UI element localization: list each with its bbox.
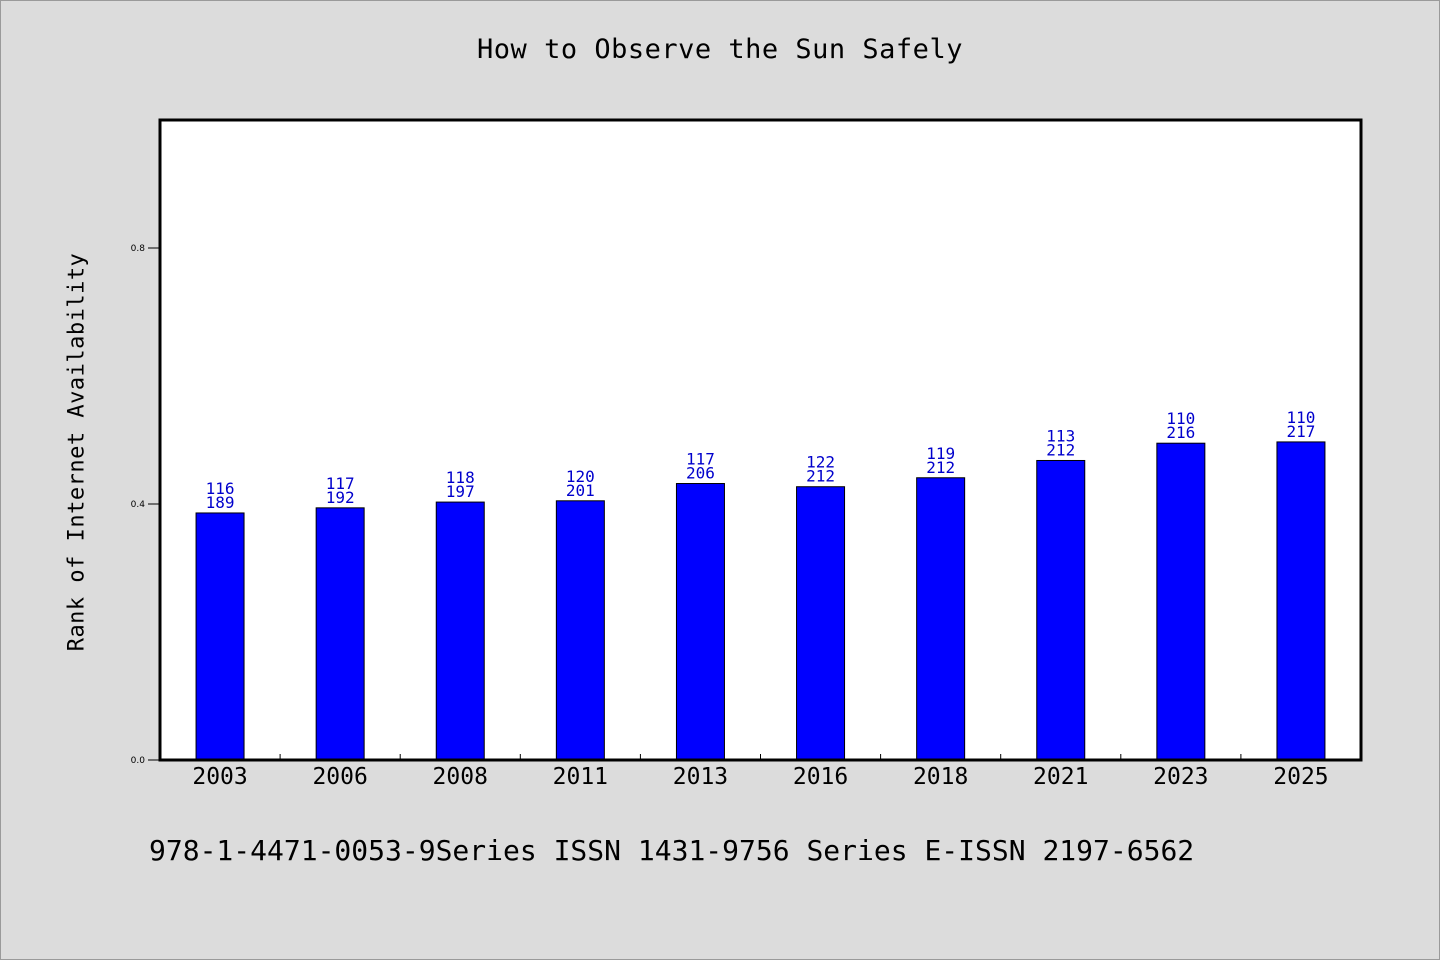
bar-2025 bbox=[1276, 441, 1326, 761]
bars-group bbox=[195, 441, 1326, 761]
x-tick-label-2025: 2025 bbox=[1273, 764, 1328, 790]
x-tick-label-2006: 2006 bbox=[312, 764, 367, 790]
x-tick-label-2016: 2016 bbox=[793, 764, 848, 790]
y-axis-ticks: 0.0 0.4 0.8 bbox=[131, 244, 160, 766]
bar-label-bottom-2016: 212 bbox=[806, 467, 835, 486]
bar-2003 bbox=[195, 512, 245, 761]
bar-label-bottom-2003: 189 bbox=[206, 493, 235, 512]
x-tick-label-2021: 2021 bbox=[1033, 764, 1088, 790]
footer-isbn-issn: 978-1-4471-0053-9Series ISSN 1431-9756 S… bbox=[149, 834, 1195, 867]
bar-2016 bbox=[796, 486, 846, 761]
bar-label-top-2016: 122 bbox=[806, 453, 835, 472]
x-tick-label-2013: 2013 bbox=[673, 764, 728, 790]
y-tick-label: 0.4 bbox=[131, 500, 146, 510]
bar-2013 bbox=[675, 483, 725, 761]
x-tick-label-2003: 2003 bbox=[192, 764, 247, 790]
bar-label-top-2006: 117 bbox=[326, 474, 355, 493]
bar-2006 bbox=[315, 507, 365, 761]
x-tick-label-2011: 2011 bbox=[553, 764, 608, 790]
bar-label-top-2008: 118 bbox=[446, 468, 475, 487]
x-tick-label-2018: 2018 bbox=[913, 764, 968, 790]
bar-label-bottom-2018: 212 bbox=[926, 458, 955, 477]
bar-2023 bbox=[1156, 442, 1206, 761]
bar-label-bottom-2023: 216 bbox=[1166, 423, 1195, 442]
y-tick-label: 0.8 bbox=[131, 244, 146, 254]
bar-label-top-2021: 113 bbox=[1046, 426, 1075, 445]
y-tick-label: 0.0 bbox=[131, 756, 146, 766]
bar-2011 bbox=[555, 500, 605, 761]
bar-labels-group: 1161891171921181971202011172061222121192… bbox=[206, 408, 1316, 512]
chart-title: How to Observe the Sun Safely bbox=[477, 34, 963, 65]
bar-label-top-2011: 120 bbox=[566, 467, 595, 486]
bar-label-bottom-2013: 206 bbox=[686, 464, 715, 483]
bar-label-bottom-2021: 212 bbox=[1046, 440, 1075, 459]
x-tick-label-2023: 2023 bbox=[1153, 764, 1208, 790]
bar-2021 bbox=[1036, 459, 1086, 761]
bar-2018 bbox=[916, 477, 966, 761]
bar-label-top-2013: 117 bbox=[686, 450, 715, 469]
bar-label-top-2018: 119 bbox=[926, 444, 955, 463]
x-tick-label-2008: 2008 bbox=[433, 764, 488, 790]
bar-label-top-2003: 116 bbox=[206, 479, 235, 498]
bar-label-bottom-2011: 201 bbox=[566, 481, 595, 500]
plot-frame bbox=[158, 118, 1363, 762]
bar-2008 bbox=[435, 501, 485, 761]
bar-label-bottom-2025: 217 bbox=[1286, 422, 1315, 441]
bar-label-top-2025: 110 bbox=[1286, 408, 1315, 427]
x-axis-ticks: 2003 2006 2008 2011 2013 2016 2018 2021 2023 2025 bbox=[192, 754, 1329, 790]
bar-label-top-2023: 110 bbox=[1166, 409, 1195, 428]
bar-label-bottom-2008: 197 bbox=[446, 482, 475, 501]
bar-label-bottom-2006: 192 bbox=[326, 488, 355, 507]
